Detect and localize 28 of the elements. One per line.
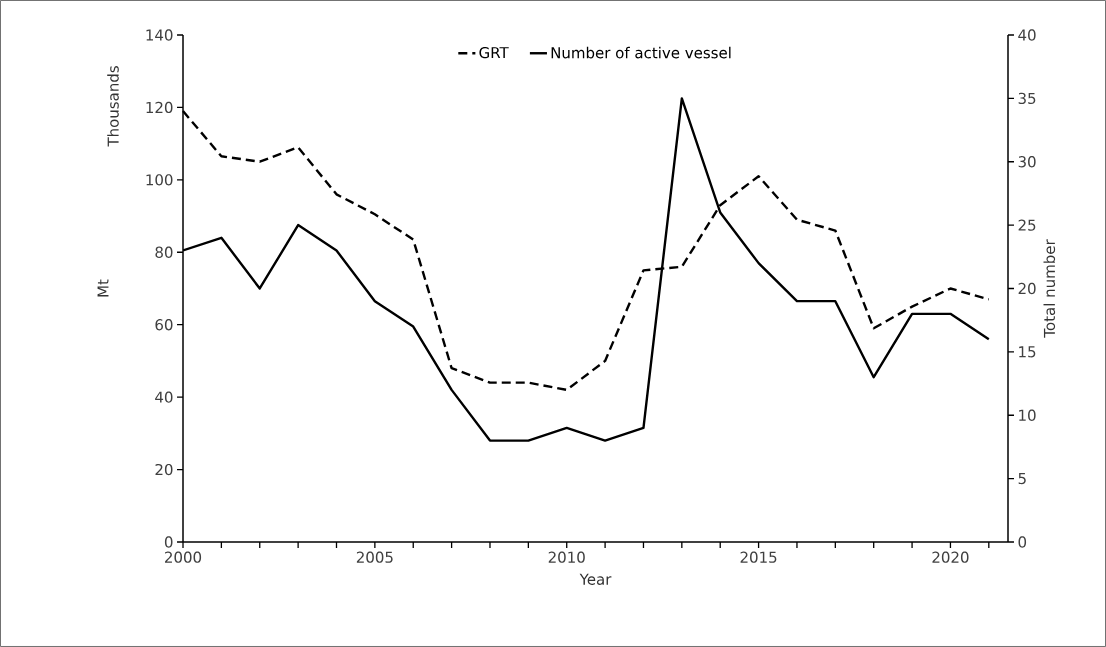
y-tick-label: 20 (155, 463, 173, 476)
text: Thousands (107, 66, 119, 147)
x-tick-label: 2010 (548, 551, 585, 563)
y2-tick-label: 40 (1018, 29, 1036, 41)
y-tick-label: 100 (146, 174, 173, 186)
y2-axis-title: Total number (1043, 239, 1056, 338)
y-tick-label: 60 (155, 319, 173, 331)
y2-tick-label: 15 (1019, 346, 1036, 358)
y2-tick-label: 5 (1018, 473, 1026, 485)
y-tick-label: 140 (146, 29, 173, 41)
y2-tick-label: 30 (1018, 156, 1036, 168)
x-tick-label: 2015 (740, 551, 777, 563)
y2-tick-label: 20 (1018, 282, 1036, 295)
x-axis-title: Year (579, 573, 612, 585)
y-axis-title: Mt (97, 279, 109, 297)
y-tick-label: 120 (146, 101, 173, 114)
y2-tick-label: 10 (1019, 409, 1036, 421)
x-tick-label: 2005 (356, 551, 393, 563)
x-tick-label: 2020 (932, 551, 969, 563)
y-tick-label: 40 (155, 391, 173, 403)
legend-label: GRT (479, 46, 509, 59)
x-tick-label: 2000 (165, 551, 202, 563)
legend-label: Number of active vessel (551, 46, 731, 59)
y2-tick-label: 0 (1018, 536, 1027, 548)
y2-tick-label: 25 (1018, 219, 1036, 231)
y2-tick-label: 35 (1018, 92, 1036, 105)
y-tick-label: 80 (155, 246, 173, 258)
y-tick-label: 0 (164, 536, 173, 548)
